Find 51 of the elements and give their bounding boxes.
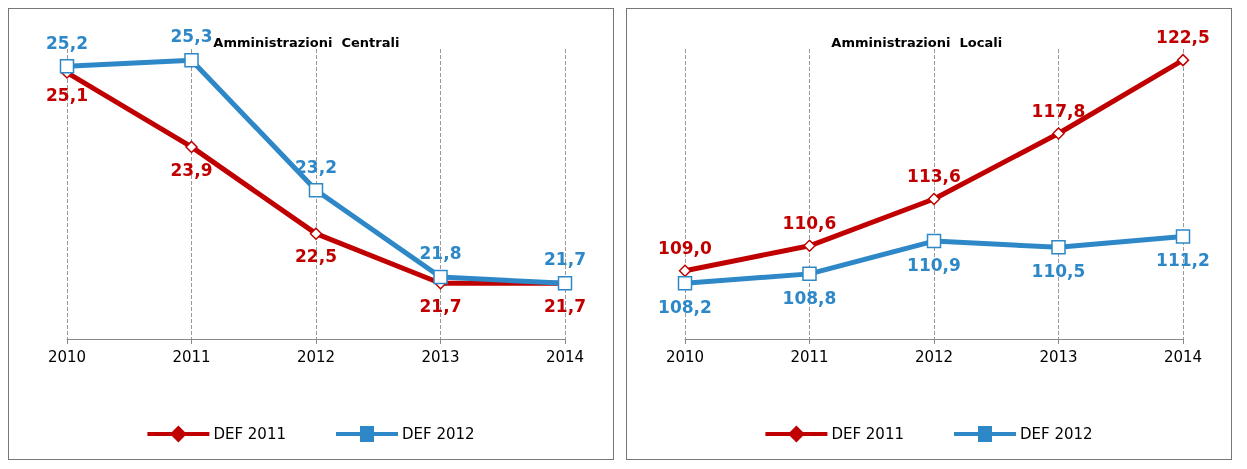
point	[803, 239, 816, 253]
data-label: 25,1	[46, 85, 88, 106]
data-label: 23,9	[170, 159, 213, 180]
data-label: 21,8	[419, 243, 462, 264]
x-tick-label: 2011	[790, 347, 829, 366]
point	[184, 52, 199, 68]
chart-title: Amministrazioni Locali	[831, 35, 1003, 50]
point	[1176, 53, 1190, 67]
x-tick-label: 2010	[47, 347, 87, 366]
point	[59, 59, 75, 74]
x-tick-label: 2012	[296, 347, 336, 366]
data-label: 25,2	[46, 32, 88, 53]
point	[1051, 240, 1066, 255]
x-tick-label: 2011	[172, 347, 211, 366]
data-label: 122,5	[1156, 27, 1210, 48]
point	[677, 275, 693, 291]
data-label: 110,9	[907, 254, 961, 275]
point	[433, 269, 448, 285]
point	[802, 266, 817, 282]
data-label: 111,2	[1156, 250, 1210, 271]
data-label: 108,2	[658, 296, 712, 317]
legend-label: DEF 2012	[402, 425, 475, 443]
point	[678, 264, 692, 277]
x-tick-label: 2010	[665, 347, 705, 366]
data-label: 109,0	[658, 238, 713, 258]
point	[1175, 229, 1191, 244]
point	[1052, 127, 1065, 140]
x-tick-label: 2013	[421, 347, 460, 366]
x-tick-label: 2013	[1039, 347, 1078, 366]
chart-title: Amministrazioni Centrali	[213, 35, 400, 50]
data-label: 21,7	[544, 249, 586, 270]
point	[309, 227, 323, 240]
data-label: 110,5	[1031, 261, 1086, 282]
data-label: 22,5	[295, 246, 337, 267]
x-tick-label: 2014	[1163, 347, 1203, 366]
x-tick-label: 2012	[914, 347, 954, 366]
data-label: 21,7	[419, 295, 462, 316]
data-label: 108,8	[782, 287, 837, 308]
point	[308, 183, 324, 198]
point	[927, 192, 941, 206]
legend-label: DEF 2011	[831, 425, 905, 443]
legend-label: DEF 2011	[213, 425, 287, 443]
point	[926, 233, 942, 249]
legend-label: DEF 2012	[1020, 425, 1093, 443]
point	[185, 140, 198, 154]
data-label: 21,7	[544, 295, 586, 316]
data-label: 110,6	[782, 213, 837, 234]
x-tick-label: 2014	[545, 347, 585, 366]
data-label: 25,3	[170, 26, 213, 47]
data-label: 113,6	[907, 166, 961, 187]
data-label: 117,8	[1031, 100, 1086, 121]
